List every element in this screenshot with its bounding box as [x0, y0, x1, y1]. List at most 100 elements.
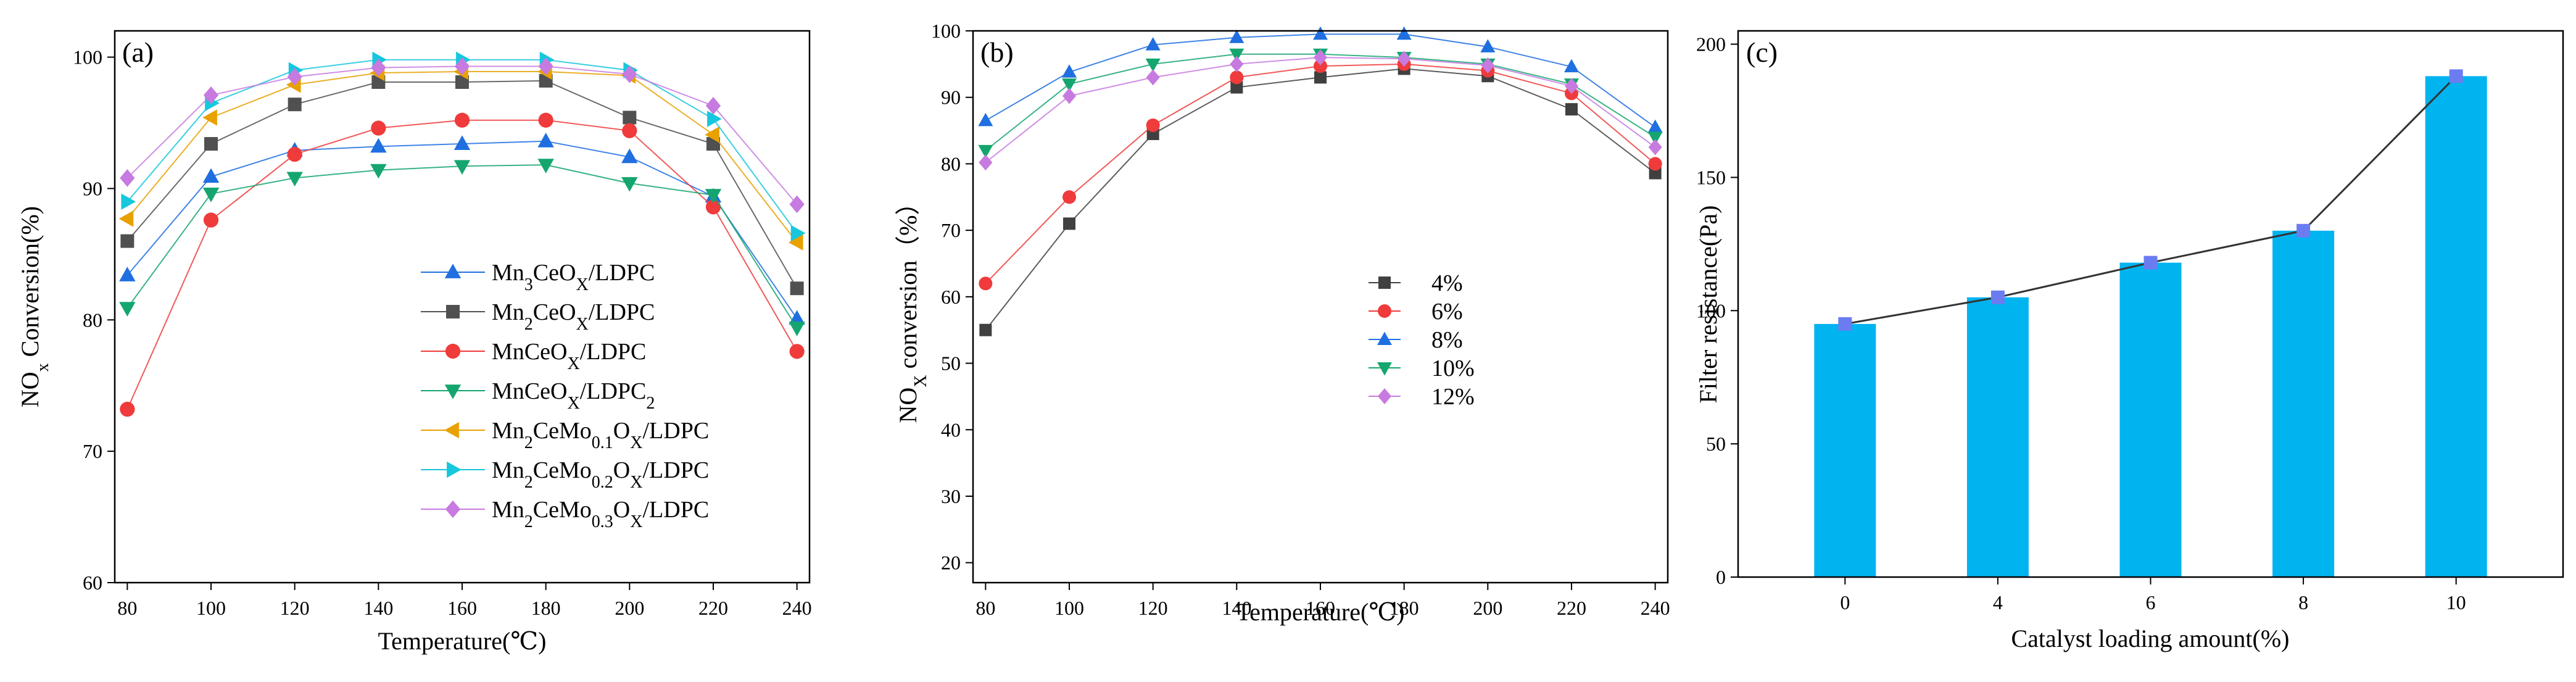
- panel-a-data-point: [453, 160, 471, 175]
- panel-a-legend-marker: [445, 343, 461, 359]
- panel-b-x-tick-label: 80: [975, 597, 995, 619]
- panel-b-data-point: [1563, 59, 1579, 73]
- panel-a-legend-label-part-4: O: [613, 457, 630, 483]
- panel-b-legend-label-part-0: 8%: [1431, 327, 1463, 353]
- panel-a-legend-label-part-0: Mn: [492, 497, 524, 523]
- panel-a-data-point: [287, 68, 302, 86]
- panel-b-data-point: [1146, 118, 1160, 132]
- panel-a-x-tick-label: 200: [615, 597, 644, 619]
- panel-c-x-tick-label: 4: [1993, 591, 2003, 613]
- panel-b-legend-label: 4%: [1431, 270, 1463, 296]
- panel-b-label: (b): [980, 36, 1014, 68]
- panel-b-x-tick-label: 200: [1473, 597, 1502, 619]
- panel-c-data-point: [2143, 256, 2158, 270]
- panel-b-legend-marker: [1377, 362, 1392, 376]
- panel-b-legend-label: 6%: [1431, 299, 1463, 325]
- panel-a-legend-label-part-3: 2: [646, 394, 655, 413]
- panel-b-legend-label-part-0: 4%: [1431, 270, 1463, 296]
- panel-a-data-point: [287, 146, 302, 162]
- chart-panel-a: 80 100 120 140 160 180 200 220 240 60 70 80 90 100 (a…: [16, 30, 812, 655]
- panel-a-data-point: [705, 189, 722, 204]
- panel-a-x-tick-label: 120: [280, 597, 310, 619]
- panel-c-data-point: [2449, 69, 2463, 83]
- panel-a-legend-label-part-2: /LDPC: [580, 339, 647, 365]
- panel-a-data-point: [454, 112, 470, 128]
- panel-a-x-tick-label: 80: [117, 597, 137, 619]
- panel-a-legend-label-part-2: CeO: [533, 260, 576, 286]
- panel-c-x-tick-label: 0: [1840, 591, 1850, 613]
- panel-c-data-point: [1838, 317, 1852, 331]
- panel-a-legend-label-part-4: /LDPC: [589, 260, 655, 286]
- panel-a-data-point: [707, 110, 722, 127]
- panel-b-data-point: [1230, 81, 1243, 94]
- panel-b-legend-marker: [1378, 277, 1391, 289]
- panel-a-data-point: [621, 148, 638, 164]
- panel-b-data-point: [1647, 119, 1663, 133]
- panel-a-data-point: [538, 112, 553, 128]
- panel-a-x-tick-label: 100: [196, 597, 226, 619]
- panel-c-bar: [2425, 76, 2487, 577]
- panel-a-data-point: [622, 65, 637, 83]
- panel-a-data-point: [790, 281, 804, 296]
- panel-a-data-point: [371, 59, 386, 77]
- panel-b-data-point: [1313, 26, 1328, 40]
- panel-a-x-tick-label: 220: [698, 597, 728, 619]
- panel-a-legend-label-part-0: Mn: [492, 418, 524, 444]
- panel-a-data-point: [623, 110, 637, 125]
- panel-a-legend-label-part-0: Mn: [492, 299, 524, 325]
- panel-a-y-axis-title: NOx Conversion(%): [16, 206, 52, 407]
- panel-a-legend-label-part-6: /LDPC: [642, 457, 709, 483]
- chart-panel-c: 0 50 100 150 200 0 4 6 8 10 (c) Catalyst loading …: [1694, 30, 2564, 652]
- panel-a-x-tick-label: 140: [363, 597, 393, 619]
- panel-a-legend-label-part-6: /LDPC: [642, 418, 709, 444]
- panel-a-legend-label: Mn2CeMo0.2OX/LDPC: [492, 457, 709, 492]
- panel-c-y-tick-label: 200: [1696, 33, 1726, 56]
- panel-b-legend-label-part-0: 6%: [1431, 299, 1463, 325]
- panel-a-legend-label: Mn2CeMo0.1OX/LDPC: [492, 418, 709, 452]
- panel-a-legend-label-part-2: CeMo: [533, 457, 592, 483]
- panel-c-y-tick-label: 50: [1706, 433, 1726, 455]
- panel-b-y-tick-label: 40: [941, 418, 961, 441]
- panel-b-data-point: [979, 154, 993, 171]
- panel-a-data-point: [705, 199, 721, 215]
- panel-a-legend-label-part-4: /LDPC: [589, 299, 655, 325]
- panel-c-bar: [2272, 230, 2335, 577]
- panel-a-data-point: [202, 188, 220, 202]
- panel-a-legend-label-part-2: CeMo: [533, 497, 592, 523]
- panel-a-y-axis-title-suffix: Conversion(%): [16, 206, 44, 363]
- panel-b-legend-label-part-0: 12%: [1431, 384, 1475, 410]
- panel-a-data-point: [120, 169, 135, 187]
- panel-a-data-point: [120, 401, 135, 417]
- panel-a-legend-label-part-5: X: [630, 512, 642, 531]
- panel-b-data-point: [1480, 39, 1496, 52]
- panel-b-data-point: [1230, 56, 1244, 72]
- panel-a-data-point: [121, 193, 136, 210]
- panel-c-y-axis-title: Filter resistance(Pa): [1694, 206, 1722, 404]
- panel-a-x-axis-title: Temperature(℃): [378, 627, 547, 655]
- panel-b-y-axis-title-sub: X: [911, 375, 930, 387]
- panel-c-bar: [2119, 262, 2182, 577]
- panel-a-legend-label: Mn2CeMo0.3OX/LDPC: [492, 497, 709, 531]
- panel-a-legend-label-part-1: X: [567, 394, 579, 413]
- panel-a-data-point: [202, 109, 217, 126]
- panel-b-x-tick-label: 160: [1306, 597, 1335, 619]
- panel-a-legend-label-part-3: X: [576, 275, 588, 294]
- panel-b-data-point: [1648, 139, 1662, 156]
- panel-a-legend-label-part-0: Mn: [492, 457, 524, 483]
- panel-b-data-point: [1145, 58, 1161, 72]
- panel-b-y-axis-title: NOX conversion（%）: [894, 191, 930, 423]
- panel-b-data-point: [1314, 71, 1327, 84]
- panel-a-data-point: [705, 97, 721, 115]
- panel-a-data-point: [371, 120, 386, 136]
- panel-a-legend-label-part-2: /LDPC: [580, 378, 647, 404]
- panel-a-data-point: [202, 168, 220, 183]
- panel-b-y-axis-title-suffix: conversion（%）: [894, 191, 922, 375]
- panel-b-legend-marker: [1378, 304, 1391, 318]
- panel-b-x-tick-label: 180: [1389, 597, 1419, 619]
- panel-a-legend-label-part-4: O: [613, 418, 630, 444]
- panel-c-x-tick-label: 10: [2446, 591, 2466, 613]
- panel-b-x-tick-label: 100: [1054, 597, 1084, 619]
- panel-a-data-point: [119, 302, 136, 317]
- panel-c-bar: [1966, 297, 2029, 577]
